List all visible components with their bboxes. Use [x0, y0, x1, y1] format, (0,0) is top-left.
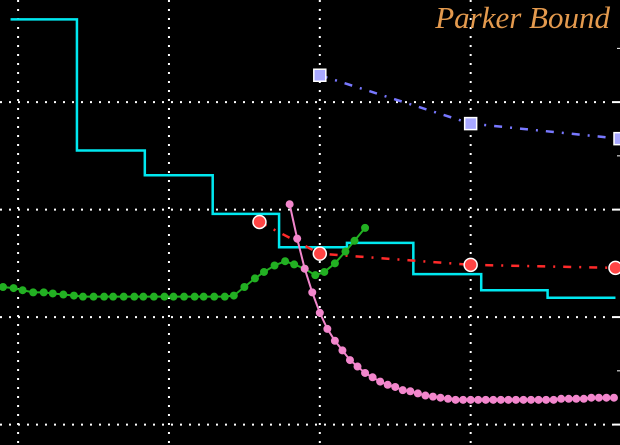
series-3-point [9, 284, 18, 293]
series-4-point [459, 395, 468, 404]
series-4-line [288, 204, 614, 401]
series-3-point [69, 291, 78, 300]
series-4-point [519, 395, 528, 404]
series-3-point [281, 257, 290, 266]
series-3-point [190, 292, 199, 301]
series-4-point [594, 393, 603, 402]
series-1-marker [313, 68, 327, 82]
series-3-point [270, 261, 279, 270]
series-3-point [361, 223, 370, 232]
series-2-marker [608, 260, 620, 276]
series-4-point [398, 386, 407, 395]
series-3-point [130, 292, 139, 301]
series-4-point [413, 389, 422, 398]
series-3-point [290, 260, 299, 269]
series-4-point [451, 395, 460, 404]
series-3-point [320, 267, 329, 276]
series-3-point [48, 289, 57, 298]
series-4-point [376, 377, 385, 386]
chart-title: Parker Bound [435, 0, 610, 35]
series-4-point [338, 346, 347, 355]
series-3-point [250, 274, 259, 283]
series-2-marker [463, 257, 478, 273]
series-4-point [504, 395, 513, 404]
series-3-point [78, 292, 87, 301]
series-4-point [315, 308, 324, 317]
series-3-point [59, 290, 68, 299]
series-4-point [293, 234, 302, 243]
series-4-point [474, 395, 483, 404]
series-4-point [549, 395, 558, 404]
series-4-point [421, 391, 430, 400]
series-4-point [511, 395, 520, 404]
series-4-point [579, 394, 588, 403]
series-4-point [428, 392, 437, 401]
series-3-point [180, 292, 189, 301]
series-3-point [100, 292, 109, 301]
series-4-point [368, 373, 377, 382]
series-3-point [18, 286, 27, 295]
series-3-point [160, 292, 169, 301]
series-4-point [361, 368, 370, 377]
series-4-point [542, 395, 551, 404]
series-4-point [300, 264, 309, 273]
series-4-point [285, 200, 294, 209]
series-4-point [345, 356, 354, 365]
series-2-marker [312, 246, 328, 261]
series-3-point [210, 292, 219, 301]
series-4-point [466, 395, 475, 404]
series-3-point [330, 259, 339, 268]
series-4-point [383, 380, 392, 389]
series-3-point [149, 292, 158, 301]
series-4-point [489, 395, 498, 404]
series-4-point [436, 393, 445, 402]
series-4-point [353, 362, 362, 371]
series-3-point [119, 292, 128, 301]
series-3-point [29, 288, 38, 297]
series-3-point [89, 292, 98, 301]
series-4-point [323, 324, 332, 333]
series-3-point [220, 292, 229, 301]
series-4-point [602, 393, 611, 402]
series-4-point [609, 393, 618, 402]
series-3-point [169, 292, 178, 301]
series-2-marker [252, 214, 267, 230]
series-3-point [240, 282, 249, 291]
series-3-point [259, 267, 268, 276]
series-4-point [330, 336, 339, 345]
series-4-point [481, 395, 490, 404]
series-3-point [0, 282, 8, 291]
series-3-point [199, 292, 208, 301]
series-3-point [109, 292, 118, 301]
series-3-point [311, 271, 320, 280]
series-4-point [444, 394, 453, 403]
series-3-point [139, 292, 148, 301]
series-4-point [564, 394, 573, 403]
series-4-point [391, 382, 400, 391]
step-series-line [10, 18, 616, 299]
series-4-point [406, 387, 415, 396]
series-3-point [341, 247, 350, 256]
series-1-marker [613, 131, 620, 146]
series-3-point [39, 288, 48, 297]
series-4-point [526, 395, 535, 404]
series-1-marker [463, 116, 478, 131]
series-2-line [258, 220, 616, 270]
series-4-point [587, 393, 596, 402]
series-4-point [572, 394, 581, 403]
series-4-point [534, 395, 543, 404]
series-4-point [557, 394, 566, 403]
series-4-point [496, 395, 505, 404]
series-3-point [350, 236, 359, 245]
series-4-point [308, 288, 317, 297]
series-3-point [229, 291, 238, 300]
